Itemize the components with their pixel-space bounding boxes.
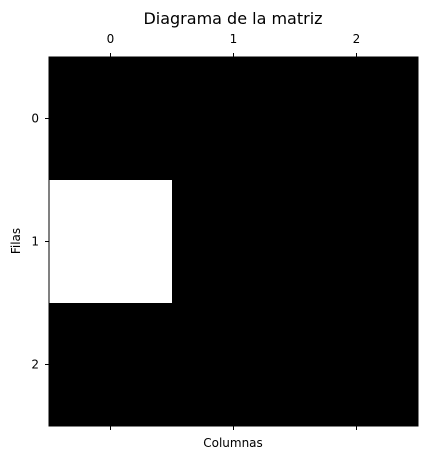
matrix-cells bbox=[49, 57, 419, 427]
y-tick-label: 1 bbox=[31, 235, 39, 249]
y-axis-ticks: 0 1 2 bbox=[31, 112, 49, 372]
matrix-cell-r2-c2 bbox=[295, 303, 419, 427]
y-tick-label: 0 bbox=[31, 112, 39, 126]
y-tick-label: 2 bbox=[31, 358, 39, 372]
chart-title: Diagrama de la matriz bbox=[143, 9, 322, 28]
matrix-cell-r2-c1 bbox=[172, 303, 296, 427]
x-tick-label: 0 bbox=[107, 32, 115, 46]
matrix-cell-r1-c0 bbox=[49, 180, 173, 304]
matrix-cell-r0-c1 bbox=[172, 57, 296, 181]
x-axis-label: Columnas bbox=[203, 436, 263, 450]
matrix-cell-r2-c0 bbox=[49, 303, 173, 427]
y-axis-label: Filas bbox=[9, 228, 23, 254]
matrix-cell-r0-c2 bbox=[295, 57, 419, 181]
matrix-cell-r0-c0 bbox=[49, 57, 173, 181]
matrix-cell-r1-c2 bbox=[295, 180, 419, 304]
matrix-cell-r1-c1 bbox=[172, 180, 296, 304]
x-axis-ticks: 0 1 2 bbox=[107, 32, 361, 430]
x-tick-label: 2 bbox=[353, 32, 361, 46]
x-tick-label: 1 bbox=[230, 32, 238, 46]
